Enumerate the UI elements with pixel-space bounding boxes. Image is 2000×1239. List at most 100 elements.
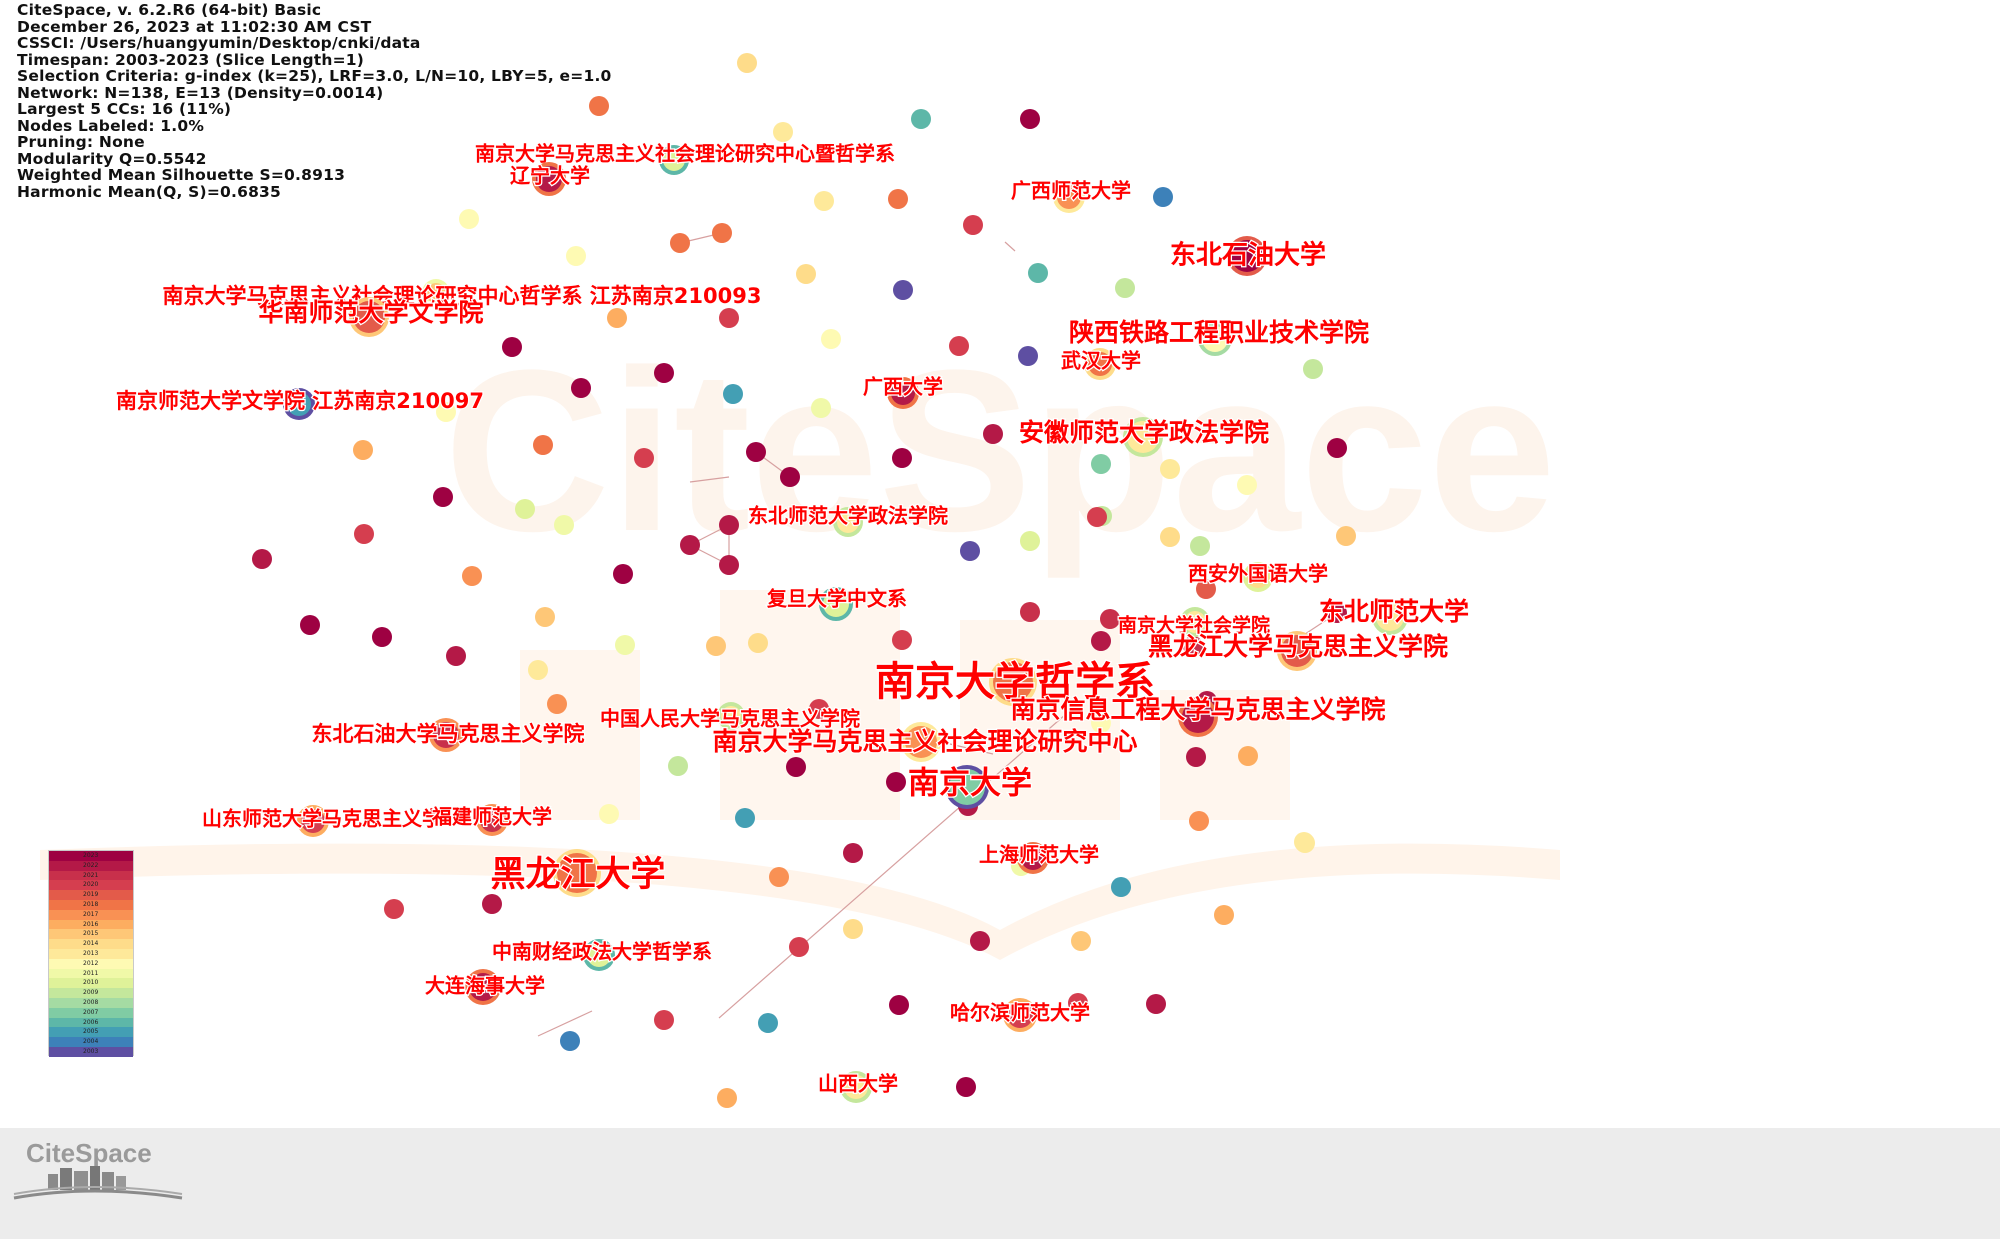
network-node[interactable] [719,308,739,328]
node-label[interactable]: 武汉大学 [1060,347,1143,374]
network-node[interactable] [1196,579,1216,599]
network-node[interactable] [502,337,522,357]
labelled-node[interactable]: 辽宁大学 [509,162,592,196]
labelled-node[interactable]: 广西大学 [862,373,945,410]
network-node[interactable] [372,627,392,647]
network-node[interactable] [706,636,726,656]
node-label[interactable]: 安徽师范大学政法学院 [1018,417,1271,449]
node-label[interactable]: 南京大学马克思主义社会理论研究中心哲学系 江苏南京210093 [161,283,762,310]
labelled-node[interactable]: 广西师范大学 [1010,177,1132,214]
labelled-node[interactable]: 山东师范大学马克思主义学 [201,805,443,837]
network-node[interactable] [889,995,909,1015]
node-label[interactable]: 东北师范大学政法学院 [747,502,950,529]
network-node[interactable] [1327,603,1347,623]
labelled-node[interactable]: 复旦大学中文系 [765,585,908,622]
network-node[interactable] [1160,459,1180,479]
labelled-node[interactable]: 安徽师范大学政法学院 [1018,417,1271,457]
network-node[interactable] [893,280,913,300]
labelled-node[interactable]: 福建师范大学 [430,803,554,836]
network-node[interactable] [354,524,374,544]
network-node[interactable] [535,607,555,627]
network-node[interactable] [1327,438,1347,458]
network-node[interactable] [615,635,635,655]
network-canvas[interactable]: CiteSpace 南京大学马克思主义社会理论研究中心暨哲学系 辽宁大学 广西师范大学… [0,0,2000,1128]
network-node[interactable] [1115,278,1135,298]
node-label[interactable]: 东北石油大学马克思主义学院 [310,721,586,748]
network-node[interactable] [1189,811,1209,831]
network-node[interactable] [811,398,831,418]
node-label[interactable]: 东北石油大学 [1169,238,1328,272]
network-node[interactable] [1186,747,1206,767]
network-node[interactable] [735,808,755,828]
network-node[interactable] [723,384,743,404]
network-node[interactable] [814,191,834,211]
labelled-node[interactable]: 南京信息工程大学马克思主义学院 [1009,694,1387,737]
network-node[interactable] [560,1031,580,1051]
labelled-node[interactable]: 中国人民大学马克思主义学院 [599,702,861,732]
network-node[interactable] [1091,631,1111,651]
network-node[interactable] [843,919,863,939]
network-node[interactable] [949,336,969,356]
node-label[interactable]: 南京信息工程大学马克思主义学院 [1009,694,1387,726]
network-node[interactable] [384,899,404,919]
labelled-node[interactable]: 西安外国语大学 [1187,560,1329,593]
labelled-node[interactable]: 东北石油大学马克思主义学院 [310,718,586,752]
labelled-node[interactable]: 南京大学 [907,764,1034,809]
network-node[interactable] [554,515,574,535]
network-node[interactable] [634,448,654,468]
network-node[interactable] [911,109,931,129]
network-node[interactable] [1214,905,1234,925]
labelled-node[interactable]: 山西大学 [817,1070,900,1103]
network-node[interactable] [746,442,766,462]
labelled-node[interactable]: 东北师范大学 [1318,596,1470,635]
network-node[interactable] [1020,602,1040,622]
network-node[interactable] [1111,877,1131,897]
network-node[interactable] [654,363,674,383]
node-label[interactable]: 黑龙江大学 [489,853,667,897]
network-node[interactable] [353,440,373,460]
labelled-node[interactable]: 黑龙江大学 [489,849,667,897]
network-node[interactable] [300,615,320,635]
node-label[interactable]: 山西大学 [817,1070,900,1097]
network-node[interactable] [780,467,800,487]
network-node[interactable] [668,756,688,776]
network-node[interactable] [983,424,1003,444]
labelled-node[interactable]: 南京大学马克思主义社会理论研究中心暨哲学系 [474,140,897,176]
network-node[interactable] [482,894,502,914]
node-label[interactable]: 哈尔滨师范大学 [949,999,1092,1026]
network-node[interactable] [821,329,841,349]
network-node[interactable] [1020,109,1040,129]
network-node[interactable] [1018,346,1038,366]
node-label[interactable]: 中南财经政法大学哲学系 [491,938,714,965]
node-label[interactable]: 南京大学 [907,764,1034,803]
network-node[interactable] [436,402,456,422]
network-node[interactable] [1183,636,1203,656]
labelled-node[interactable]: 哈尔滨师范大学 [949,998,1092,1032]
node-label[interactable]: 辽宁大学 [509,162,592,189]
network-node[interactable] [960,541,980,561]
labelled-node[interactable]: 南京大学马克思主义社会理论研究中心哲学系 江苏南京210093 [161,279,763,310]
network-node[interactable] [670,233,690,253]
network-node[interactable] [1237,475,1257,495]
node-label[interactable]: 福建师范大学 [430,803,554,830]
node-label[interactable]: 南京大学哲学系 [874,658,1157,707]
network-node[interactable] [886,772,906,792]
network-node[interactable] [717,1088,737,1108]
network-node[interactable] [1146,994,1166,1014]
network-node[interactable] [769,867,789,887]
network-node[interactable] [789,937,809,957]
network-node[interactable] [1160,527,1180,547]
node-label[interactable]: 南京师范大学文学院 江苏南京210097 [115,388,485,415]
network-node[interactable] [446,646,466,666]
node-label[interactable]: 广西大学 [862,373,945,400]
labelled-node[interactable]: 中南财经政法大学哲学系 [491,938,714,971]
network-node[interactable] [1190,536,1210,556]
network-node[interactable] [796,264,816,284]
node-label[interactable]: 南京大学马克思主义社会理论研究中心暨哲学系 [474,140,897,167]
labelled-node[interactable]: 上海师范大学 [978,841,1100,874]
network-node[interactable] [719,555,739,575]
network-node[interactable] [566,246,586,266]
node-label[interactable]: 黑龙江大学马克思主义学院 [1147,631,1450,663]
network-node[interactable] [1100,609,1120,629]
labelled-node[interactable]: 东北师范大学政法学院 [747,502,950,538]
